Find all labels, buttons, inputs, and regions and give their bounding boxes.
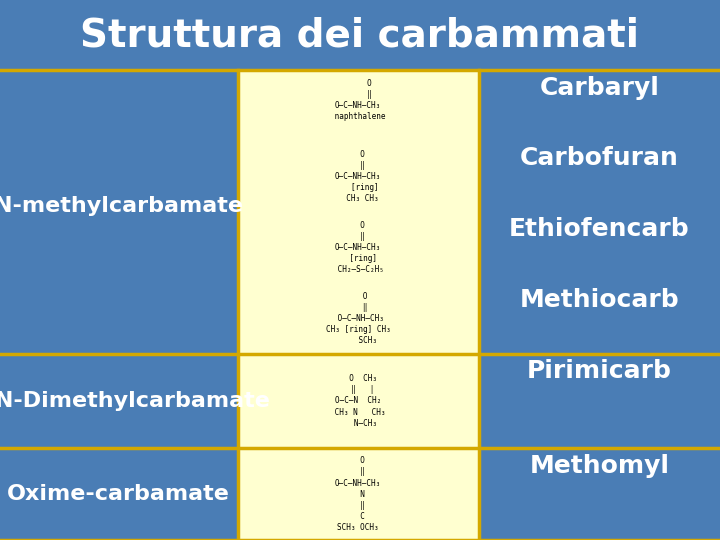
Text: Pirimicarb: Pirimicarb <box>527 359 672 383</box>
Text: O  CH₃
  ‖   |
O–C–N  CH₂
 CH₃ N   CH₃
   N–CH₃: O CH₃ ‖ | O–C–N CH₂ CH₃ N CH₃ N–CH₃ <box>330 374 386 428</box>
Text: O
  ‖
O–C–NH–CH₃
  [ring]
 CH₂–S–C₂H₅: O ‖ O–C–NH–CH₃ [ring] CH₂–S–C₂H₅ <box>333 221 384 274</box>
Text: O
  ‖
O–C–NH–CH₃
  N
  ‖
  C
SCH₃ OCH₃: O ‖ O–C–NH–CH₃ N ‖ C SCH₃ OCH₃ <box>335 456 382 532</box>
Text: Oxime-carbamate: Oxime-carbamate <box>7 484 230 504</box>
Text: O
     ‖
O–C–NH–CH₃
 naphthalene: O ‖ O–C–NH–CH₃ naphthalene <box>330 79 386 122</box>
Text: Struttura dei carbammati: Struttura dei carbammati <box>81 16 639 54</box>
Text: Carbaryl: Carbaryl <box>539 76 660 99</box>
Text: O
  ‖
O–C–NH–CH₃
   [ring]
  CH₃ CH₃: O ‖ O–C–NH–CH₃ [ring] CH₃ CH₃ <box>335 150 382 203</box>
Text: Methomyl: Methomyl <box>529 454 670 477</box>
Text: O
   ‖
 O–C–NH–CH₃
CH₃ [ring] CH₃
    SCH₃: O ‖ O–C–NH–CH₃ CH₃ [ring] CH₃ SCH₃ <box>326 292 390 345</box>
Text: N,N-Dimethylcarbamate: N,N-Dimethylcarbamate <box>0 391 270 411</box>
Text: Carbofuran: Carbofuran <box>520 146 679 171</box>
Text: Methiocarb: Methiocarb <box>520 288 679 312</box>
Text: Ethiofencarb: Ethiofencarb <box>509 217 690 241</box>
Text: N-methylcarbamate: N-methylcarbamate <box>0 195 243 216</box>
Bar <box>238 70 479 540</box>
